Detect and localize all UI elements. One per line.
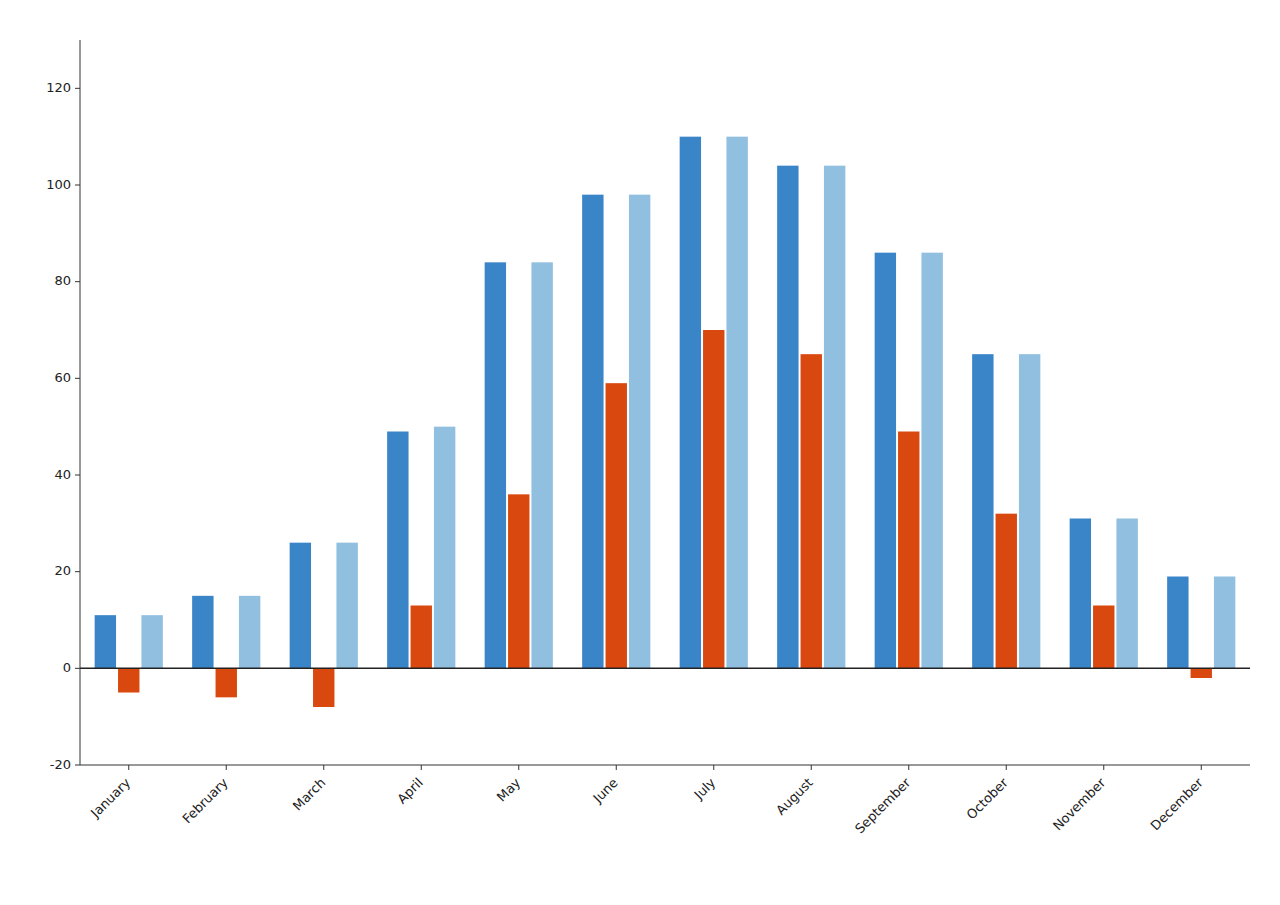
x-tick bbox=[811, 765, 812, 770]
bar bbox=[777, 166, 798, 669]
bar bbox=[216, 668, 237, 697]
y-tick bbox=[75, 765, 80, 766]
y-tick bbox=[75, 668, 80, 669]
bar bbox=[703, 330, 724, 668]
bar bbox=[411, 606, 432, 669]
y-tick-label: -20 bbox=[50, 757, 71, 772]
y-tick bbox=[75, 475, 80, 476]
y-tick-label: 20 bbox=[54, 563, 71, 578]
x-tick bbox=[323, 765, 324, 770]
x-tick-label: November bbox=[1050, 775, 1109, 834]
x-tick bbox=[616, 765, 617, 770]
chart-container: -20 0 20 40 60 80 100 120 January February March Ap… bbox=[0, 0, 1280, 905]
x-tick-label: April bbox=[394, 775, 426, 807]
x-tick-label: July bbox=[690, 775, 718, 803]
bar bbox=[1019, 354, 1040, 668]
axes: -20 0 20 40 60 80 100 120 January February March Ap… bbox=[46, 40, 1250, 836]
y-tick-label: 60 bbox=[54, 370, 71, 385]
x-axis-line bbox=[80, 765, 1250, 766]
bar bbox=[898, 432, 919, 669]
bar bbox=[387, 432, 408, 669]
plot-area bbox=[95, 137, 1236, 707]
x-tick bbox=[518, 765, 519, 770]
bar bbox=[582, 195, 603, 669]
y-axis-line bbox=[80, 40, 81, 765]
x-tick-label: September bbox=[852, 775, 914, 837]
x-tick bbox=[226, 765, 227, 770]
bar bbox=[508, 494, 529, 668]
bar bbox=[313, 668, 334, 707]
x-tick-label: May bbox=[494, 775, 524, 805]
bar bbox=[118, 668, 139, 692]
y-tick bbox=[75, 378, 80, 379]
bar bbox=[531, 262, 552, 668]
bar-series bbox=[95, 137, 1189, 669]
x-tick-label: August bbox=[773, 775, 816, 818]
zero-line bbox=[80, 668, 1250, 670]
bar bbox=[290, 543, 311, 669]
y-tick bbox=[75, 185, 80, 186]
x-tick bbox=[1103, 765, 1104, 770]
bar-series bbox=[141, 137, 1235, 669]
bar-series bbox=[118, 330, 1212, 707]
bar bbox=[996, 514, 1017, 669]
x-tick-label: December bbox=[1148, 775, 1207, 834]
x-tick bbox=[1201, 765, 1202, 770]
bar bbox=[1167, 577, 1188, 669]
x-tick bbox=[128, 765, 129, 770]
bar bbox=[95, 615, 116, 668]
chart-svg: -20 0 20 40 60 80 100 120 January February March Ap… bbox=[0, 0, 1280, 905]
y-tick bbox=[75, 88, 80, 89]
y-tick-label: 120 bbox=[46, 80, 71, 95]
bar bbox=[239, 596, 260, 669]
bar bbox=[972, 354, 993, 668]
x-tick-label: March bbox=[290, 775, 329, 814]
bar bbox=[1214, 577, 1235, 669]
x-tick bbox=[713, 765, 714, 770]
bar bbox=[606, 383, 627, 668]
x-tick-label: February bbox=[180, 775, 232, 827]
bar bbox=[192, 596, 213, 669]
bar bbox=[921, 253, 942, 669]
bar bbox=[875, 253, 896, 669]
x-tick-label: October bbox=[963, 775, 1011, 823]
y-tick-label: 0 bbox=[63, 660, 71, 675]
bar bbox=[824, 166, 845, 669]
x-tick bbox=[1006, 765, 1007, 770]
bar bbox=[801, 354, 822, 668]
y-tick bbox=[75, 281, 80, 282]
bar bbox=[336, 543, 357, 669]
x-tick-label: June bbox=[590, 775, 621, 806]
y-tick bbox=[75, 571, 80, 572]
x-tick bbox=[421, 765, 422, 770]
y-tick-label: 100 bbox=[46, 177, 71, 192]
bar bbox=[726, 137, 747, 669]
bar bbox=[629, 195, 650, 669]
x-tick bbox=[908, 765, 909, 770]
bar bbox=[485, 262, 506, 668]
bar bbox=[1116, 519, 1137, 669]
y-tick-label: 80 bbox=[54, 273, 71, 288]
x-tick-label: January bbox=[87, 775, 133, 821]
bar bbox=[141, 615, 162, 668]
bar bbox=[1070, 519, 1091, 669]
bar bbox=[680, 137, 701, 669]
y-tick-label: 40 bbox=[54, 467, 71, 482]
bar bbox=[1093, 606, 1114, 669]
bar bbox=[1191, 668, 1212, 678]
bar bbox=[434, 427, 455, 669]
